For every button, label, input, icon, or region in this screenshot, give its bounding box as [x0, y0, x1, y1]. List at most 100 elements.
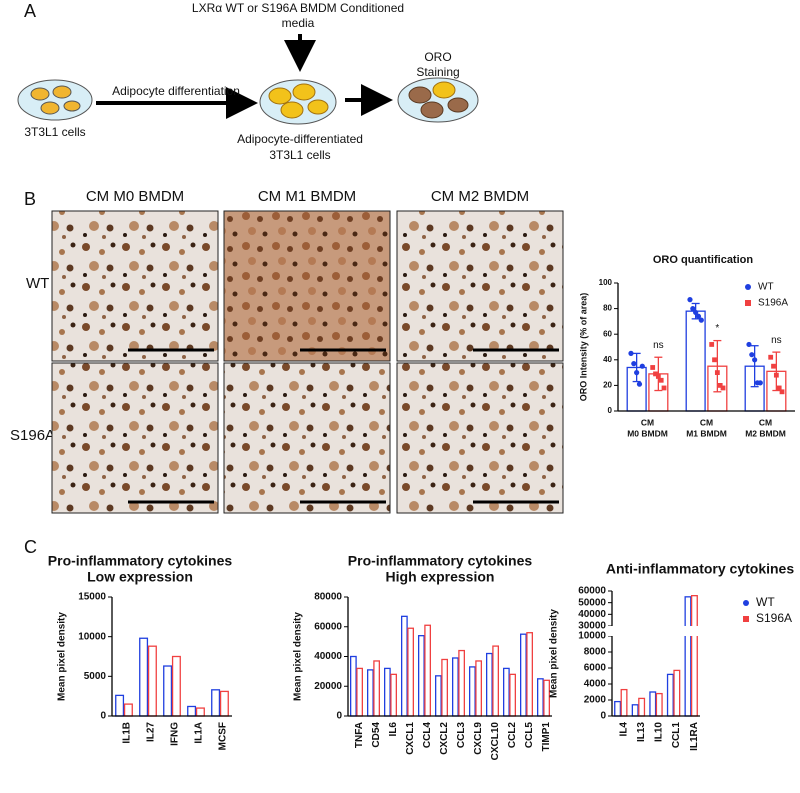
y-tick-label: 10000: [78, 631, 106, 642]
x-tick-label: CCL2: [507, 722, 518, 749]
chart-title: Pro-inflammatory cytokines: [348, 553, 533, 569]
x-tick-label: CXCL10: [490, 722, 501, 761]
data-point: [771, 363, 776, 369]
chart: Anti-inflammatory cytokines Mean pixel de…: [549, 561, 795, 751]
data-point: [636, 381, 643, 387]
dish: [17, 79, 93, 121]
y-axis-label: Mean pixel density: [57, 612, 68, 701]
legend-marker: [743, 616, 749, 622]
y-tick-label: 4000: [584, 679, 607, 690]
x-tick-label: CCL4: [422, 722, 433, 749]
data-point: [693, 309, 699, 316]
y-tick-label: 60000: [578, 586, 606, 597]
data-point: [650, 365, 656, 370]
cell: [292, 83, 316, 101]
legend-marker: [745, 284, 751, 290]
diagram-label: Adipocyte-differentiated: [237, 132, 363, 146]
x-tick-label: IL1B: [122, 722, 133, 744]
chart-title: Low expression: [87, 569, 193, 585]
x-tick-label: IL4: [618, 722, 629, 737]
bar: [418, 635, 425, 717]
micrograph: [51, 210, 219, 362]
data-point: [628, 350, 634, 356]
bar: [666, 673, 674, 717]
chart-title: Anti-inflammatory cytokines: [606, 561, 794, 577]
column-header: CM M0 BMDM: [86, 188, 184, 205]
x-tick-label: IL13: [636, 722, 647, 742]
axis-break-gap: [607, 626, 705, 636]
data-point: [655, 374, 661, 379]
x-tick-label: CXCL2: [439, 722, 450, 755]
diagram-label: ORO: [424, 50, 451, 64]
bar: [458, 649, 465, 717]
data-point: [752, 357, 758, 363]
x-tick-label: TIMP1: [541, 722, 552, 752]
row-header: S196A: [10, 427, 55, 444]
y-tick-label: 80: [603, 304, 612, 313]
x-tick-label: CM: [700, 417, 713, 427]
y-axis-label: ORO Intensity (% of area): [578, 293, 588, 402]
y-tick-label: 8000: [584, 647, 607, 658]
bar: [407, 627, 414, 717]
bar: [219, 690, 229, 717]
x-tick-label: CCL1: [671, 722, 682, 749]
bar: [115, 694, 125, 717]
data-point: [687, 297, 693, 303]
bar: [373, 660, 380, 717]
cell: [447, 97, 469, 113]
bar: [195, 707, 205, 717]
data-point: [779, 389, 785, 395]
diagram-label: 3T3L1 cells: [269, 148, 330, 162]
data-point: [768, 354, 774, 360]
bar: [401, 615, 408, 717]
cell: [280, 101, 304, 119]
bar: [356, 667, 363, 717]
y-tick-label: 0: [100, 711, 106, 722]
diagram-label: 3T3L1 cells: [24, 125, 85, 139]
bar: [211, 689, 221, 717]
data-point: [712, 357, 717, 363]
y-tick-label: 0: [608, 406, 613, 415]
bar: [537, 678, 544, 717]
y-tick-label: 40000: [314, 651, 342, 662]
micrograph: [223, 362, 391, 514]
y-tick-label: 40000: [578, 609, 606, 620]
x-tick-label: CM: [641, 417, 654, 427]
row-header: WT: [26, 275, 49, 292]
cell: [52, 85, 72, 99]
bar: [673, 669, 681, 717]
chart-title: ORO quantification: [653, 254, 754, 266]
diagram-label: Staining: [416, 65, 459, 79]
x-tick-label: IL27: [146, 722, 157, 742]
bar: [638, 697, 646, 717]
annotation: ns: [771, 335, 782, 346]
annotation: *: [715, 323, 719, 334]
bar: [492, 645, 499, 717]
bar: [367, 669, 374, 717]
bar: [649, 691, 657, 717]
cell: [432, 81, 456, 99]
legend-label: WT: [756, 595, 775, 609]
micrograph: [396, 362, 564, 514]
cell: [30, 87, 50, 101]
bar: [655, 692, 663, 717]
bar: [486, 652, 493, 717]
bar: [163, 665, 173, 717]
data-point: [717, 383, 723, 388]
data-point: [757, 380, 763, 386]
bar: [171, 655, 181, 717]
micrographs: CM M0 BMDM CM M1 BMDM CM M2 BMDM WT S196…: [10, 188, 564, 514]
x-tick-label: CXCL9: [473, 722, 484, 755]
panel-label: C: [24, 537, 37, 557]
annotation: ns: [653, 340, 664, 351]
cell: [63, 100, 81, 112]
data-point: [639, 363, 645, 369]
x-tick-label: CM: [759, 417, 772, 427]
micrograph: [396, 210, 564, 362]
y-tick-label: 5000: [84, 671, 107, 682]
data-point: [749, 352, 755, 358]
legend-label: S196A: [758, 298, 788, 309]
bar: [684, 596, 692, 717]
